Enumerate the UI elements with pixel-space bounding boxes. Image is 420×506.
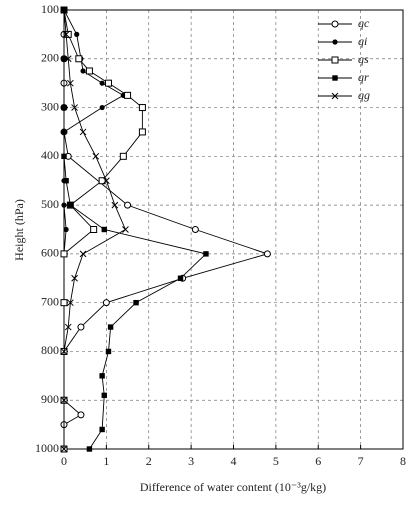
marker (79, 250, 87, 258)
marker (99, 80, 105, 86)
marker (124, 201, 132, 209)
marker (86, 446, 93, 452)
legend-marker (332, 39, 338, 45)
marker (177, 275, 184, 281)
marker (80, 68, 86, 74)
marker (61, 104, 67, 111)
marker (61, 202, 67, 208)
marker (99, 426, 105, 433)
marker (77, 323, 85, 331)
marker (99, 373, 105, 379)
y-axis-label: Height (hPa) (12, 199, 26, 261)
marker (67, 299, 74, 307)
legend-marker (331, 20, 339, 28)
marker (74, 31, 80, 37)
marker (71, 274, 78, 282)
legend-marker (332, 75, 338, 81)
marker (75, 55, 83, 63)
y-tick-label: 400 (41, 148, 59, 162)
y-tick-label: 100 (41, 2, 59, 16)
legend-label: qi (358, 34, 367, 48)
marker (119, 152, 127, 160)
marker (60, 445, 68, 453)
marker (64, 323, 72, 331)
x-tick-label: 7 (358, 454, 364, 468)
marker (64, 55, 72, 63)
marker (191, 226, 199, 233)
marker (90, 226, 98, 233)
legend-label: qc (358, 16, 370, 30)
marker (107, 324, 114, 330)
marker (63, 226, 69, 233)
x-tick-label: 6 (315, 454, 321, 468)
legend-label: qr (358, 70, 369, 84)
legend-label: qg (358, 88, 370, 102)
marker (60, 396, 68, 404)
marker (71, 104, 78, 111)
marker (79, 128, 87, 136)
marker (104, 79, 112, 87)
marker (64, 30, 72, 38)
marker (111, 201, 119, 209)
x-axis-label: Difference of water content (10⁻³g/kg) (140, 480, 326, 494)
x-tick-label: 2 (146, 454, 152, 468)
marker (133, 299, 139, 306)
marker (105, 348, 112, 355)
marker (138, 128, 146, 136)
x-tick-label: 0 (61, 454, 67, 468)
x-tick-label: 3 (188, 454, 194, 468)
marker (60, 250, 68, 258)
marker (61, 153, 67, 160)
marker (60, 299, 68, 307)
series-line (63, 10, 207, 450)
marker (67, 202, 74, 208)
marker (67, 79, 74, 87)
marker (102, 299, 110, 307)
marker (101, 226, 107, 233)
x-tick-label: 4 (231, 454, 237, 468)
marker (138, 104, 146, 112)
legend-marker (331, 56, 339, 64)
marker (101, 392, 107, 399)
marker (98, 177, 106, 185)
y-tick-label: 200 (41, 51, 59, 65)
marker (203, 251, 209, 257)
x-tick-label: 5 (273, 454, 279, 468)
marker (62, 31, 70, 38)
marker (92, 152, 100, 160)
marker (63, 178, 69, 184)
legend-label: qs (358, 52, 369, 66)
y-tick-label: 1000 (35, 441, 59, 455)
x-tick-label: 8 (400, 454, 406, 468)
y-tick-label: 500 (41, 197, 59, 211)
marker (103, 177, 110, 185)
marker (60, 6, 68, 14)
y-tick-label: 800 (41, 343, 59, 357)
marker (122, 226, 129, 233)
marker (61, 56, 67, 62)
marker (60, 348, 68, 355)
x-tick-label: 1 (103, 454, 109, 468)
y-tick-label: 300 (41, 99, 59, 113)
y-tick-label: 600 (41, 246, 59, 260)
marker (99, 104, 105, 111)
marker (85, 67, 93, 75)
marker (77, 411, 85, 419)
y-tick-label: 700 (41, 294, 59, 308)
legend-marker (331, 92, 339, 100)
y-tick-label: 900 (41, 392, 59, 406)
marker (124, 91, 132, 99)
marker (263, 250, 271, 258)
